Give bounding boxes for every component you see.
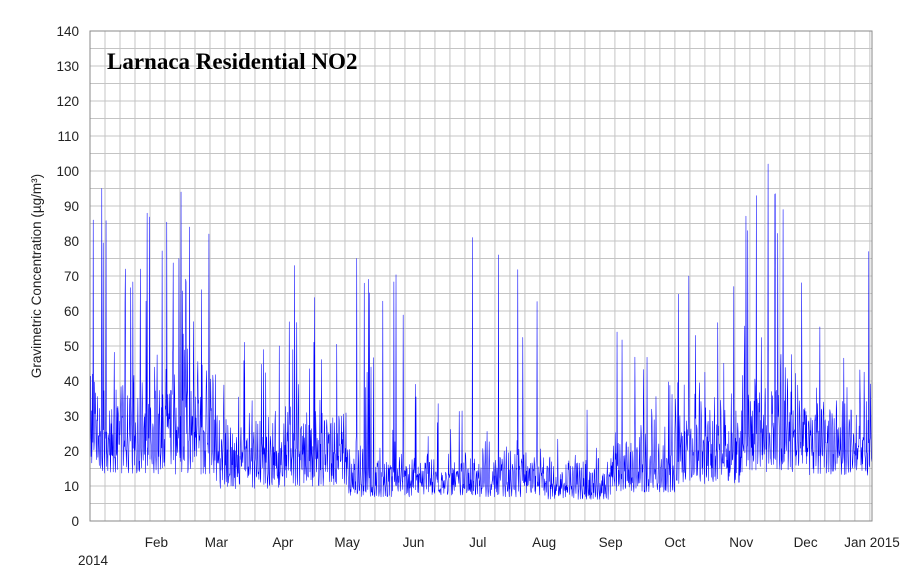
x-tick-label: Apr [272, 535, 294, 550]
x-axis-ticks: Feb Mar Apr May Jun Jul Aug Sep Oct Nov Dec Jan 201… [145, 535, 900, 550]
x-tick-label: Sep [599, 535, 623, 550]
series-line [89, 163, 872, 500]
y-tick-label: 90 [64, 199, 79, 214]
y-tick-label: 0 [71, 514, 79, 529]
y-axis-ticks: 0 10 20 30 40 50 60 70 80 90 100 110 120 130 140 [56, 24, 79, 529]
x-tick-label: Jul [469, 535, 486, 550]
x-tick-label: Nov [729, 535, 753, 550]
x-tick-label: Aug [532, 535, 556, 550]
plot-area [89, 30, 873, 522]
x-tick-label: Mar [205, 535, 229, 550]
y-tick-label: 60 [64, 304, 79, 319]
x-tick-label: May [334, 535, 360, 550]
y-tick-label: 120 [56, 94, 79, 109]
grid [90, 30, 872, 522]
y-tick-label: 110 [57, 129, 79, 144]
x-tick-label: Oct [664, 535, 685, 550]
x-tick-label: Dec [794, 535, 818, 550]
y-tick-label: 30 [64, 409, 79, 424]
x-tick-label: Feb [145, 535, 168, 550]
x-tick-label: Jun [403, 535, 425, 550]
x-start-year-label: 2014 [78, 553, 109, 568]
series-no2 [89, 163, 872, 500]
chart-title: Larnaca Residential NO2 [107, 49, 357, 74]
x-tick-label: Jan 2015 [844, 535, 900, 550]
y-tick-label: 80 [64, 234, 79, 249]
y-tick-label: 130 [56, 59, 79, 74]
y-tick-label: 50 [64, 339, 79, 354]
y-axis-title: Gravimetric Concentration (µg/m³) [29, 174, 44, 378]
y-tick-label: 40 [64, 374, 79, 389]
y-tick-label: 140 [56, 24, 79, 39]
y-tick-label: 10 [64, 479, 79, 494]
y-tick-label: 70 [64, 269, 79, 284]
y-tick-label: 100 [56, 164, 79, 179]
y-tick-label: 20 [64, 444, 79, 459]
